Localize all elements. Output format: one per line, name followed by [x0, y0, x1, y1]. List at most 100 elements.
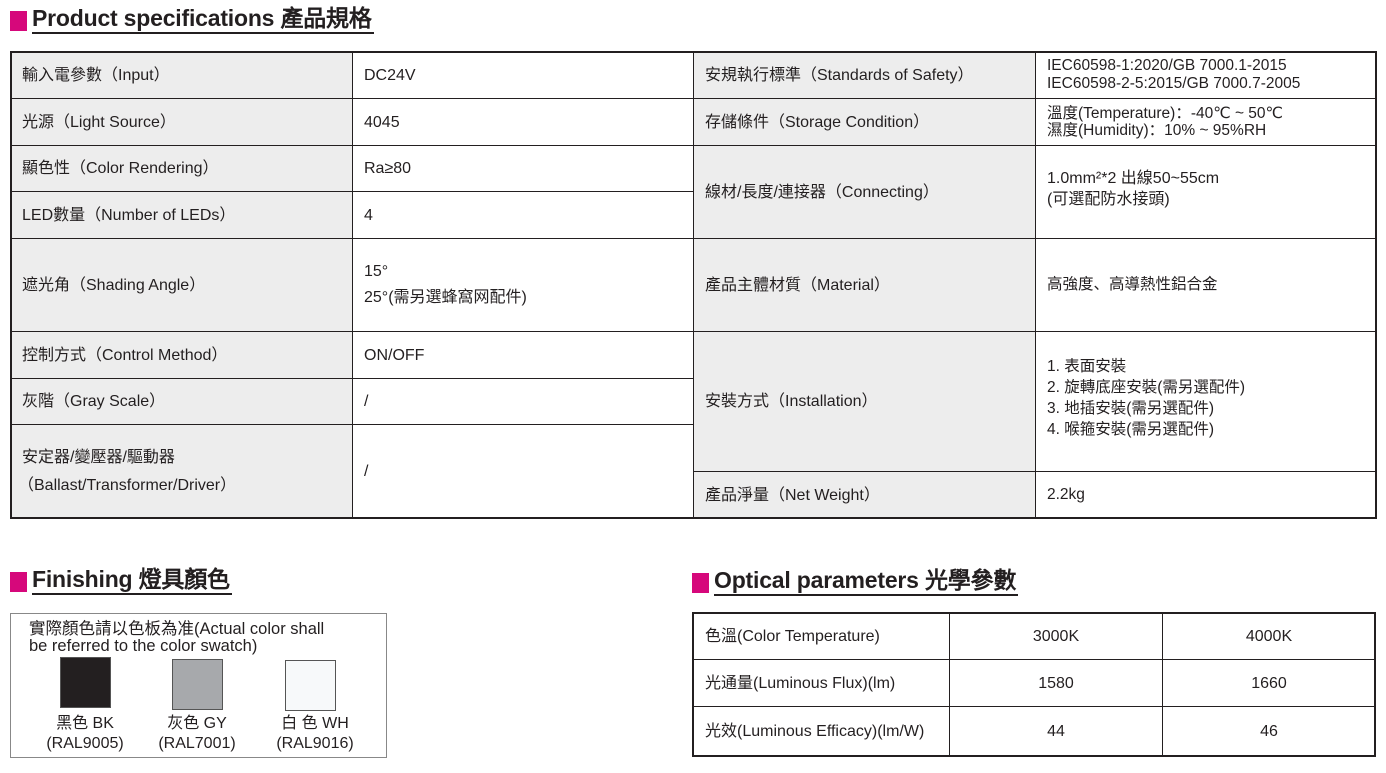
optical-value: 4000K: [1162, 612, 1376, 660]
cell-text: 4. 喉箍安裝(需另選配件): [1047, 420, 1215, 438]
spec-value: 4: [352, 191, 694, 239]
cell-text: 產品主體材質（Material）: [705, 276, 890, 294]
optical-value: 44: [949, 706, 1163, 757]
cell-text: 溫度(Temperature)：-40℃ ~ 50℃: [1047, 105, 1283, 122]
spec-value: 1. 表面安裝 2. 旋轉底座安裝(需另選配件) 3. 地插安裝(需另選配件) 4. …: [1035, 331, 1377, 472]
optical-label: 光通量(Luminous Flux)(lm): [692, 659, 950, 707]
spec-label: LED數量（Number of LEDs）: [10, 191, 353, 239]
spec-label: 輸入電參數（Input）: [10, 51, 353, 99]
cell-text: 安規執行標準（Standards of Safety）: [705, 66, 974, 84]
spec-label: 存儲條件（Storage Condition）: [693, 98, 1036, 146]
cell-text: 44: [1047, 723, 1065, 740]
spec-value: 溫度(Temperature)：-40℃ ~ 50℃ 濕度(Humidity)：1…: [1035, 98, 1377, 146]
cell-text: 安裝方式（Installation）: [705, 393, 878, 410]
spec-value: 2.2kg: [1035, 471, 1377, 519]
cell-text: 光源（Light Source）: [22, 113, 176, 131]
spec-label: 安定器/變壓器/驅動器 （Ballast/Transformer/Driver）: [10, 424, 353, 519]
cell-text: 存儲條件（Storage Condition）: [705, 113, 930, 131]
cell-text: 46: [1260, 723, 1278, 740]
spec-value: IEC60598-1:2020/GB 7000.1-2015 IEC60598-2…: [1035, 51, 1377, 99]
spec-label: 線材/長度/連接器（Connecting）: [693, 145, 1036, 239]
cell-text: 顯色性（Color Rendering）: [22, 160, 219, 177]
spec-label: 安裝方式（Installation）: [693, 331, 1036, 472]
spec-label: 光源（Light Source）: [10, 98, 353, 146]
spec-heading: Product specifications 產品規格: [10, 4, 374, 34]
note-line: 實際顏色請以色板為准(Actual color shall: [29, 620, 325, 638]
optical-value: 1580: [949, 659, 1163, 707]
finishing-box: 實際顏色請以色板為准(Actual color shall be referre…: [10, 613, 387, 758]
cell-text: 1660: [1251, 674, 1287, 692]
swatch-black: [60, 657, 111, 708]
optical-heading: Optical parameters 光學參數: [692, 566, 1019, 596]
cell-text: /: [364, 463, 369, 480]
cell-text: 3. 地插安裝(需另選配件): [1047, 399, 1215, 417]
cell-text: Ra≥80: [364, 160, 412, 177]
spec-value: 15° 25°(需另選蜂窩网配件): [352, 238, 694, 332]
cell-text: 25°(需另選蜂窩网配件): [364, 289, 527, 306]
finishing-note: 實際顏色請以色板為准(Actual color shall be referre…: [29, 621, 324, 655]
cell-text: IEC60598-2-5:2015/GB 7000.7-2005: [1047, 75, 1301, 92]
swatch-gray: [172, 659, 223, 710]
swatch-label-black: 黑色 BK (RAL9005): [46, 715, 124, 752]
spec-value: ON/OFF: [352, 331, 694, 379]
optical-value: 1660: [1162, 659, 1376, 707]
cell-text: /: [364, 393, 369, 410]
cell-text: 色溫(Color Temperature): [705, 627, 880, 645]
spec-label: 安規執行標準（Standards of Safety）: [693, 51, 1036, 99]
cell-text: 4045: [364, 113, 400, 131]
note-line: be referred to the color swatch): [29, 637, 258, 655]
cell-text: IEC60598-1:2020/GB 7000.1-2015: [1047, 57, 1287, 74]
spec-value: /: [352, 424, 694, 519]
heading-marker: [692, 573, 709, 593]
optical-value: 3000K: [949, 612, 1163, 660]
cell-text: 輸入電參數（Input）: [22, 66, 170, 84]
spec-title: Product specifications 產品規格: [32, 4, 374, 34]
optical-label: 光效(Luminous Efficacy)(lm/W): [692, 706, 950, 757]
cell-text: 1.0mm²*2 出線50~55cm: [1047, 170, 1220, 187]
spec-value: /: [352, 378, 694, 425]
spec-value: DC24V: [352, 51, 694, 99]
finishing-title: Finishing 燈具顏色: [32, 565, 232, 595]
spec-label: 顯色性（Color Rendering）: [10, 145, 353, 192]
cell-text: DC24V: [364, 66, 416, 84]
cell-text: 安定器/變壓器/驅動器: [22, 448, 175, 466]
cell-text: (可選配防水接頭): [1047, 191, 1170, 208]
optical-value: 46: [1162, 706, 1376, 757]
cell-text: 1580: [1038, 674, 1074, 692]
cell-text: 高強度、高導熱性鋁合金: [1047, 276, 1218, 293]
swatch-white: [285, 660, 336, 711]
cell-text: 產品淨量（Net Weight）: [705, 486, 880, 504]
cell-text: 2. 旋轉底座安裝(需另選配件): [1047, 378, 1246, 396]
cell-text: 線材/長度/連接器（Connecting）: [705, 183, 939, 201]
optical-title: Optical parameters 光學參數: [714, 566, 1019, 596]
cell-text: （Ballast/Transformer/Driver）: [18, 476, 237, 494]
cell-text: 控制方式（Control Method）: [22, 346, 228, 364]
cell-text: 4: [364, 206, 373, 224]
spec-value: 1.0mm²*2 出線50~55cm (可選配防水接頭): [1035, 145, 1377, 239]
cell-text: 2.2kg: [1047, 486, 1085, 503]
swatch-label-gray: 灰色 GY (RAL7001): [158, 715, 236, 752]
cell-text: 遮光角（Shading Angle）: [22, 276, 206, 294]
spec-value: 高強度、高導熱性鋁合金: [1035, 238, 1377, 332]
cell-text: 3000K: [1032, 627, 1080, 645]
spec-label: 灰階（Gray Scale）: [10, 378, 353, 425]
cell-text: 灰階（Gray Scale）: [22, 393, 166, 410]
cell-text: 1. 表面安裝: [1047, 357, 1127, 375]
spec-label: 控制方式（Control Method）: [10, 331, 353, 379]
cell-text: ON/OFF: [364, 346, 425, 364]
cell-text: 15°: [364, 263, 389, 280]
swatch-label-white: 白 色 WH (RAL9016): [276, 715, 354, 752]
optical-label: 色溫(Color Temperature): [692, 612, 950, 660]
finishing-heading: Finishing 燈具顏色: [10, 565, 232, 595]
spec-label: 產品淨量（Net Weight）: [693, 471, 1036, 519]
heading-marker: [10, 572, 27, 592]
cell-text: 光通量(Luminous Flux)(lm): [705, 674, 896, 692]
spec-value: 4045: [352, 98, 694, 146]
spec-label: 遮光角（Shading Angle）: [10, 238, 353, 332]
spec-label: 產品主體材質（Material）: [693, 238, 1036, 332]
spec-value: Ra≥80: [352, 145, 694, 192]
cell-text: 濕度(Humidity)：10% ~ 95%RH: [1047, 122, 1267, 139]
cell-text: LED數量（Number of LEDs）: [22, 206, 236, 224]
heading-marker: [10, 11, 27, 31]
cell-text: 4000K: [1245, 627, 1293, 645]
